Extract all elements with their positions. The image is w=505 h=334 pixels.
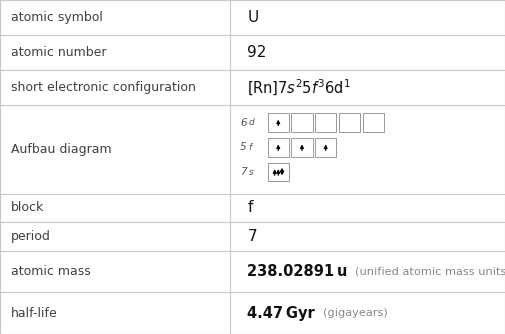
Text: 92: 92 xyxy=(247,45,267,60)
Text: 4.47 Gyr: 4.47 Gyr xyxy=(247,306,315,321)
Text: block: block xyxy=(11,201,44,214)
Text: 6: 6 xyxy=(240,118,246,128)
Bar xyxy=(315,138,336,157)
Text: 238.02891 u: 238.02891 u xyxy=(247,264,348,279)
Text: atomic symbol: atomic symbol xyxy=(11,11,103,24)
Bar xyxy=(268,163,289,181)
Text: 5: 5 xyxy=(240,142,246,152)
Text: atomic mass: atomic mass xyxy=(11,265,91,278)
Text: (gigayears): (gigayears) xyxy=(323,308,387,318)
Text: (unified atomic mass units): (unified atomic mass units) xyxy=(356,267,505,276)
Text: U: U xyxy=(247,10,259,25)
Bar xyxy=(315,113,336,132)
Text: $\mathdefault{[Rn]7}s^{\mathdefault{2}}\mathdefault{5}f^{\mathdefault{3}}\mathde: $\mathdefault{[Rn]7}s^{\mathdefault{2}}\… xyxy=(247,77,351,98)
Text: period: period xyxy=(11,230,51,243)
Text: f: f xyxy=(247,200,253,215)
Text: 7: 7 xyxy=(240,167,246,177)
Text: half-life: half-life xyxy=(11,307,58,320)
Bar xyxy=(268,138,289,157)
Bar xyxy=(268,163,289,181)
Bar xyxy=(268,113,289,132)
Bar xyxy=(291,138,313,157)
Bar xyxy=(363,113,384,132)
Bar xyxy=(291,113,313,132)
Bar xyxy=(339,113,360,132)
Text: f: f xyxy=(248,143,251,152)
Text: short electronic configuration: short electronic configuration xyxy=(11,81,196,94)
Text: s: s xyxy=(248,168,253,177)
Text: Aufbau diagram: Aufbau diagram xyxy=(11,143,112,156)
Text: d: d xyxy=(248,118,254,127)
Text: 7: 7 xyxy=(247,229,257,244)
Text: atomic number: atomic number xyxy=(11,46,107,59)
